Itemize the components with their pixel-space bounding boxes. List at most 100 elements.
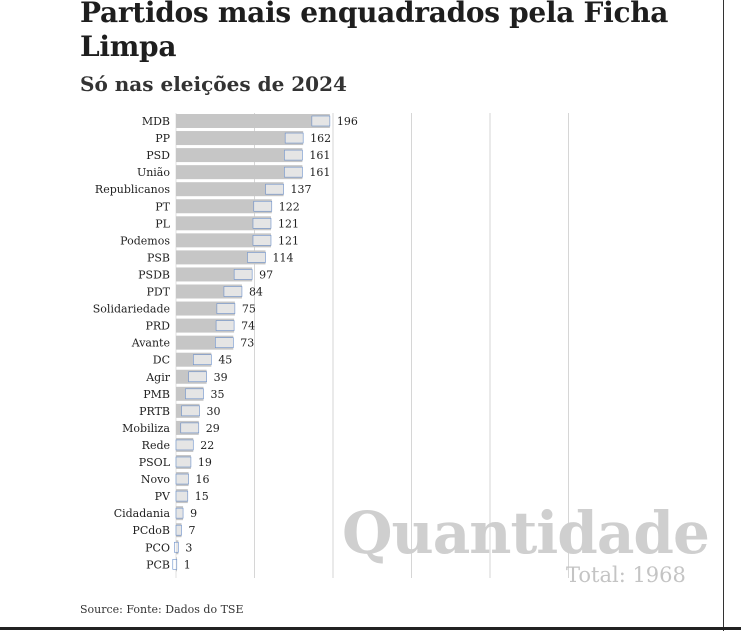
category-labels: MDB PP PSD União Republicanos PT PL Podemos PSB P… (93, 115, 171, 571)
category-label-uniao: União (137, 166, 170, 179)
value-label-pcb: 1 (184, 558, 191, 571)
party-logo-prtb (181, 405, 200, 417)
value-label-pmb: 35 (210, 388, 224, 401)
value-label-republicanos: 137 (291, 183, 312, 196)
category-label-republicanos: Republicanos (95, 183, 170, 196)
value-label-solidariedade: 75 (242, 303, 256, 316)
party-logo-psb (247, 252, 266, 263)
value-label-avante: 73 (240, 337, 254, 350)
category-label-solidariedade: Solidariedade (93, 303, 170, 316)
party-logo-republicanos (265, 183, 284, 195)
bar-pp (176, 131, 304, 146)
category-label-pcdob: PCdoB (132, 524, 170, 537)
value-label-psd: 161 (309, 149, 330, 162)
category-label-avante: Avante (131, 337, 170, 350)
value-label-psb: 114 (272, 251, 293, 264)
party-logo-pdt (223, 286, 243, 297)
category-label-cidadania: Cidadania (114, 507, 171, 520)
category-label-pt: PT (155, 200, 170, 213)
bar-mdb (176, 114, 330, 128)
category-label-novo: Novo (141, 473, 170, 486)
category-label-pdt: PDT (146, 286, 170, 299)
value-label-novo: 16 (196, 473, 210, 486)
party-logo-novo (175, 473, 189, 485)
party-logo-uniao (284, 166, 303, 178)
party-logo-cidadania (175, 507, 184, 519)
category-label-pcb: PCB (146, 558, 170, 571)
category-label-pco: PCO (145, 541, 170, 554)
category-label-psd: PSD (146, 149, 170, 162)
party-logo-rede (175, 439, 194, 451)
party-logo-psdb (233, 269, 253, 280)
category-label-agir: Agir (145, 371, 171, 384)
value-label-agir: 39 (214, 371, 228, 384)
value-label-mobiliza: 29 (206, 422, 220, 435)
party-logo-podemos (252, 235, 272, 246)
bar-uniao (176, 165, 303, 180)
category-label-pl: PL (155, 217, 170, 230)
party-logo-pv (175, 490, 189, 502)
category-label-prd: PRD (145, 320, 170, 333)
source-note: Source: Fonte: Dados do TSE (80, 603, 244, 616)
party-logo-psol (175, 456, 192, 468)
value-label-pdt: 84 (249, 286, 263, 299)
value-label-psol: 19 (198, 456, 212, 469)
watermark-label: Quantidade (342, 499, 710, 567)
value-label-mdb: 196 (337, 115, 358, 128)
category-label-mdb: MDB (142, 115, 170, 128)
party-logo-mobiliza (180, 422, 200, 434)
value-label-prd: 74 (241, 320, 255, 333)
party-logo-solidariedade (216, 303, 236, 314)
category-label-pp: PP (155, 132, 170, 145)
value-label-pp: 162 (310, 132, 331, 145)
category-label-rede: Rede (142, 439, 170, 452)
category-label-podemos: Podemos (120, 234, 170, 247)
category-label-psb: PSB (147, 251, 170, 264)
party-logo-prd (215, 320, 235, 331)
bar-psb (176, 250, 266, 265)
party-logo-mdb (311, 115, 331, 127)
party-logo-agir (188, 371, 207, 383)
category-label-pmb: PMB (143, 388, 170, 401)
category-label-dc: DC (153, 354, 170, 367)
bar-psdb (176, 267, 253, 282)
value-label-dc: 45 (218, 354, 232, 367)
party-logo-pt (253, 200, 273, 212)
party-logo-pp (284, 132, 304, 144)
value-labels: 1961621611611371221211211149784757473453… (184, 115, 358, 571)
category-label-prtb: PRTB (139, 405, 170, 418)
category-label-psdb: PSDB (138, 268, 170, 281)
bar-podemos (176, 233, 271, 248)
value-label-cidadania: 9 (190, 507, 197, 520)
party-logo-pco (174, 541, 179, 553)
party-logo-pl (252, 218, 272, 229)
bar-pl (176, 216, 271, 231)
frame-right-border (723, 0, 724, 631)
bar-chart: MDB PP PSD União Republicanos PT PL Podemos PSB P… (93, 113, 569, 578)
party-logo-pcb (172, 558, 178, 570)
value-label-psdb: 97 (259, 268, 273, 281)
chart-subtitle: Só nas eleições de 2024 (80, 72, 347, 96)
category-label-psol: PSOL (139, 456, 171, 469)
party-logo-psd (284, 149, 303, 161)
value-label-pl: 121 (278, 217, 299, 230)
party-logo-pmb (185, 388, 204, 400)
watermark-total: Total: 1968 (566, 563, 686, 587)
party-logo-pcdob (175, 524, 182, 536)
value-label-pv: 15 (195, 490, 209, 503)
category-label-mobiliza: Mobiliza (122, 422, 170, 435)
value-label-pco: 3 (185, 541, 192, 554)
bar-pt (176, 199, 272, 214)
bar-psd (176, 148, 303, 163)
bar-republicanos (176, 182, 284, 197)
value-label-pt: 122 (279, 200, 300, 213)
value-label-podemos: 121 (278, 234, 299, 247)
value-label-prtb: 30 (207, 405, 221, 418)
value-label-rede: 22 (200, 439, 214, 452)
party-logo-avante (215, 337, 234, 348)
party-logos (172, 115, 331, 570)
value-label-uniao: 161 (309, 166, 330, 179)
category-label-pv: PV (155, 490, 171, 503)
frame-bottom-border (0, 627, 741, 630)
party-logo-dc (193, 354, 212, 365)
